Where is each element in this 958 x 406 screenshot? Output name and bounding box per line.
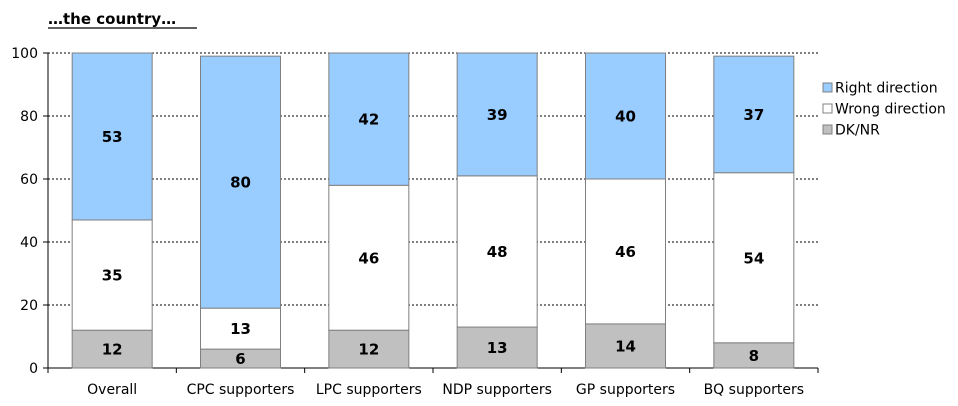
bar-segment bbox=[71, 52, 153, 221]
bar-segment bbox=[456, 52, 538, 177]
data-label: 80 bbox=[230, 174, 251, 192]
y-tick-label: 40 bbox=[20, 235, 38, 251]
data-label: 35 bbox=[102, 267, 123, 285]
data-label: 53 bbox=[102, 128, 123, 146]
category-label: GP supporters bbox=[576, 382, 675, 398]
category-label: NDP supporters bbox=[442, 382, 552, 398]
y-tick-label: 60 bbox=[20, 172, 38, 188]
chart-title: …the country… bbox=[48, 10, 176, 28]
axes: 0 20 40 60 80 100 Overall CPC supporters LPC sup… bbox=[11, 46, 819, 398]
data-label: 14 bbox=[615, 337, 636, 355]
data-label: 54 bbox=[743, 249, 764, 267]
value-labels: 12 35 53 6 13 80 12 46 42 13 48 39 14 46 40 8 54 37 bbox=[102, 106, 765, 368]
legend-entry: Wrong direction bbox=[835, 102, 946, 118]
bar-segment bbox=[200, 55, 281, 309]
data-label: 12 bbox=[102, 341, 123, 359]
bar-segment bbox=[200, 307, 281, 350]
legend-swatch bbox=[822, 103, 833, 114]
data-label: 39 bbox=[487, 106, 508, 124]
y-tick-label: 80 bbox=[20, 109, 38, 125]
category-label: BQ supporters bbox=[704, 382, 805, 398]
bar-segment bbox=[456, 326, 538, 369]
legend-swatch bbox=[822, 124, 833, 135]
bar-segment bbox=[585, 178, 666, 325]
category-label: CPC supporters bbox=[187, 382, 295, 398]
data-label: 13 bbox=[230, 320, 251, 338]
bar-segment bbox=[713, 55, 795, 174]
legend-entry: Right direction bbox=[835, 81, 938, 97]
data-label: 6 bbox=[235, 350, 245, 368]
data-label: 12 bbox=[358, 341, 379, 359]
gridlines bbox=[48, 52, 818, 306]
data-label: 46 bbox=[358, 249, 379, 267]
category-label: Overall bbox=[87, 382, 137, 398]
y-tick-label: 100 bbox=[11, 46, 38, 62]
bar-segment bbox=[71, 329, 153, 369]
bar-segment bbox=[585, 323, 666, 369]
bar-segment bbox=[456, 175, 538, 328]
category-label: LPC supporters bbox=[316, 382, 422, 398]
data-label: 13 bbox=[487, 339, 508, 357]
legend: Right direction Wrong direction DK/NR bbox=[822, 81, 946, 139]
y-tick-label: 20 bbox=[20, 298, 38, 314]
legend-swatch bbox=[822, 82, 833, 93]
legend-entry: DK/NR bbox=[835, 123, 880, 139]
bar-segment bbox=[328, 184, 410, 331]
data-label: 37 bbox=[743, 106, 764, 124]
bar-segment bbox=[585, 52, 666, 180]
bar-segment bbox=[71, 219, 153, 331]
data-label: 48 bbox=[487, 243, 508, 261]
data-label: 8 bbox=[749, 347, 759, 365]
data-label: 46 bbox=[615, 243, 636, 261]
bar-segment bbox=[328, 52, 410, 186]
bar-segment bbox=[713, 342, 795, 369]
data-label: 42 bbox=[358, 111, 379, 129]
bars bbox=[71, 52, 795, 369]
y-tick-label: 0 bbox=[29, 361, 38, 377]
data-label: 40 bbox=[615, 108, 636, 126]
bar-segment bbox=[713, 172, 795, 344]
